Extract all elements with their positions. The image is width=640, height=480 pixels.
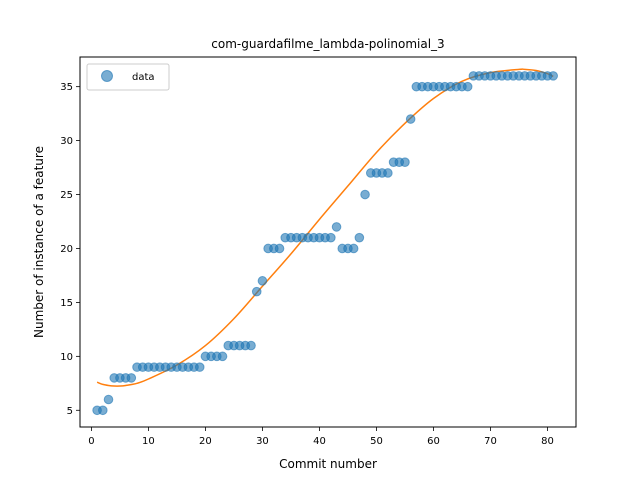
x-tick-label: 10 (142, 436, 155, 447)
y-tick-label: 20 (60, 244, 73, 255)
data-point (354, 232, 365, 243)
x-tick-label: 80 (541, 436, 554, 447)
data-point (383, 168, 393, 178)
y-tick-label: 5 (67, 406, 73, 417)
data-point (462, 81, 473, 92)
x-tick-label: 70 (484, 436, 497, 447)
data-point (126, 373, 137, 383)
y-tick-label: 30 (60, 136, 73, 147)
x-tick-label: 30 (256, 436, 269, 447)
data-point (405, 114, 416, 124)
x-axis-label: Commit number (279, 457, 377, 471)
data-point (548, 71, 558, 81)
data-point (274, 243, 285, 254)
y-axis-ticks: 5 10 15 20 25 30 35 (60, 82, 80, 417)
x-tick-label: 20 (199, 436, 212, 447)
legend-box (86, 63, 170, 91)
data-point (98, 405, 108, 416)
data-point (103, 394, 114, 405)
fit-line-group (96, 68, 554, 387)
x-tick-label: 50 (370, 436, 383, 447)
legend-label-data: data (132, 72, 155, 83)
data-point (360, 189, 370, 200)
data-point (194, 362, 205, 372)
legend-marker (101, 70, 113, 82)
chart-title: com-guardafilme_lambda-polinomial_3 (211, 37, 444, 51)
data-point (217, 351, 228, 362)
x-tick-label: 60 (427, 436, 440, 447)
fit-line (96, 68, 554, 387)
data-point (257, 276, 268, 286)
y-tick-label: 25 (60, 190, 73, 201)
data-point (326, 232, 336, 243)
data-point (348, 243, 359, 254)
data-points (92, 71, 558, 416)
data-point (246, 340, 256, 351)
plot-frame (79, 56, 577, 428)
x-tick-label: 40 (313, 436, 326, 447)
data-point (331, 222, 342, 232)
y-tick-label: 10 (60, 352, 73, 363)
x-axis-ticks: 0 10 20 30 40 50 60 70 80 (88, 427, 554, 447)
y-tick-label: 35 (60, 82, 73, 93)
data-point (251, 286, 262, 297)
x-tick-label: 0 (88, 436, 94, 447)
y-tick-label: 15 (60, 298, 73, 309)
data-point (400, 157, 410, 167)
legend: data (86, 63, 170, 91)
y-axis-label: Number of instance of a feature (32, 146, 46, 338)
